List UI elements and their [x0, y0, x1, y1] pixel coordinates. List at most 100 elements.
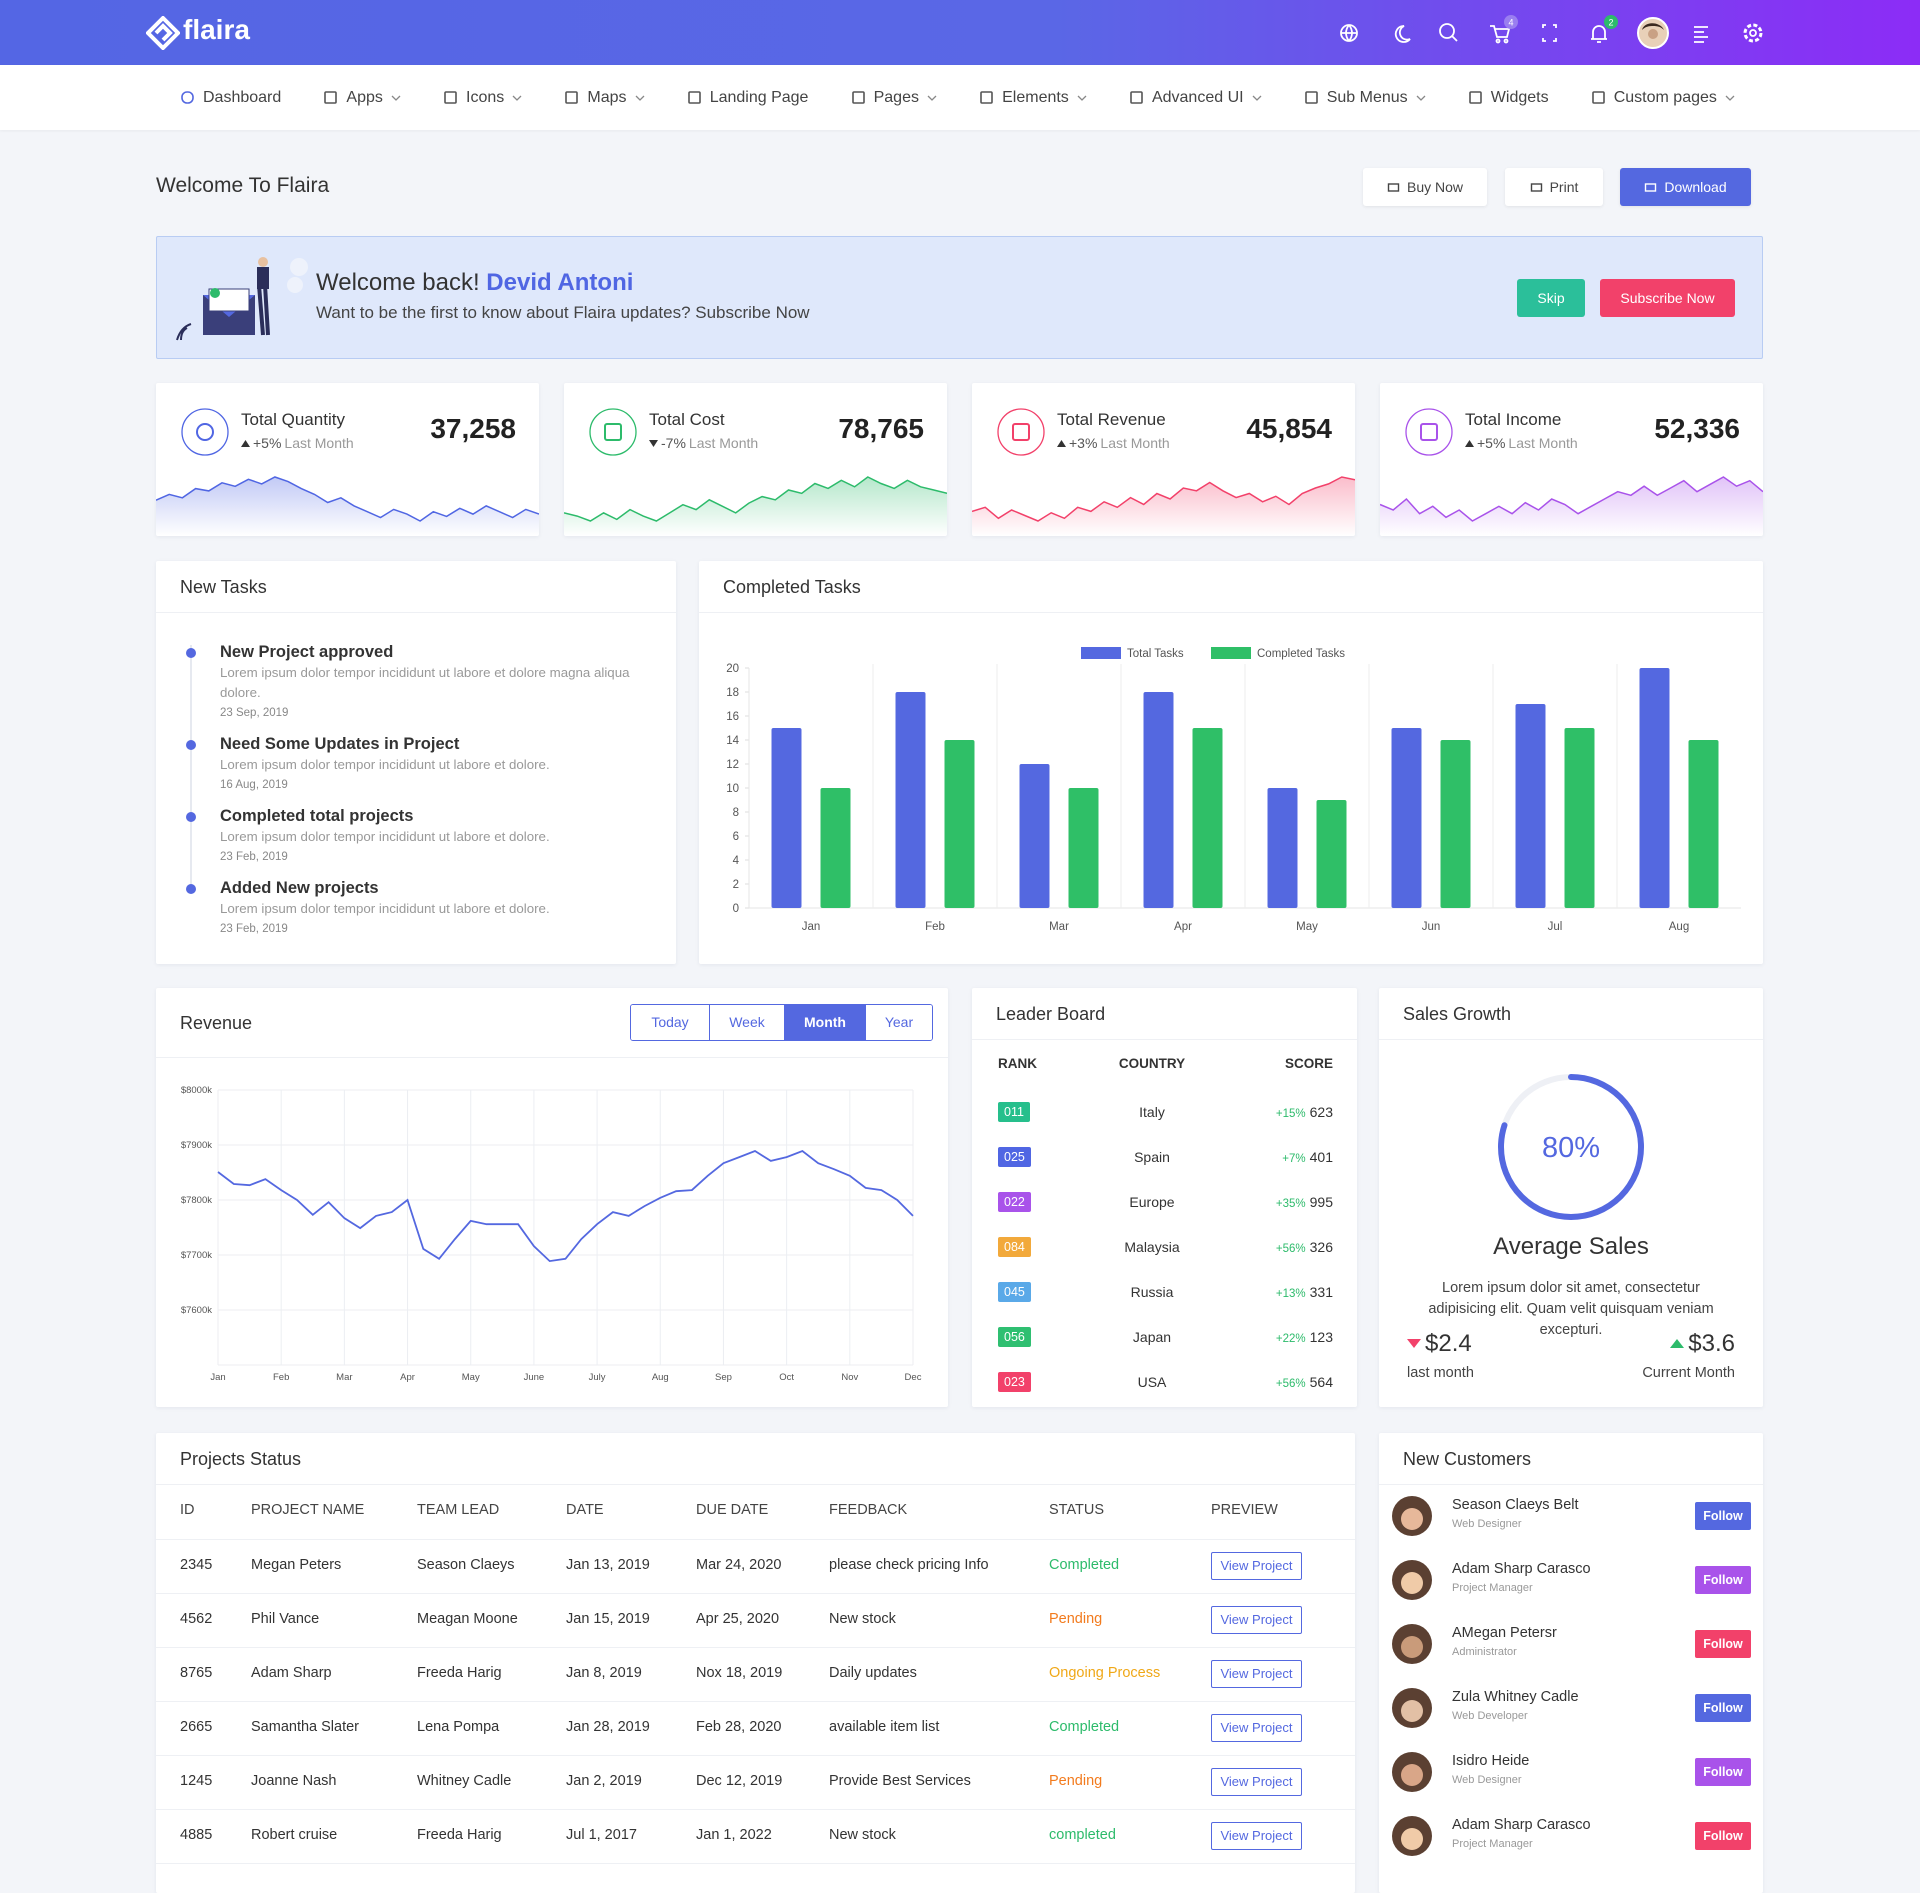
nav-label: Icons	[466, 88, 505, 106]
score-value: 326	[1309, 1239, 1333, 1255]
task-text: Lorem ipsum dolor tempor incididunt ut l…	[220, 901, 550, 916]
country: Russia	[1130, 1284, 1174, 1300]
task-date: 23 Feb, 2019	[220, 923, 288, 935]
stat-card: Total Cost -7% Last Month 78,765	[564, 383, 947, 536]
card-title: New Tasks	[156, 561, 676, 613]
logo-text[interactable]: flaira	[183, 14, 250, 45]
chevron	[512, 95, 522, 101]
score-value: 401	[1309, 1149, 1333, 1165]
view-project-button[interactable]: View Project	[1211, 1552, 1302, 1580]
cell: Freeda Harig	[417, 1665, 502, 1681]
score: +13% 331	[1276, 1284, 1333, 1300]
nav-item[interactable]: Widgets	[1468, 89, 1549, 107]
nav-item[interactable]: Icons	[443, 89, 522, 107]
nav-item[interactable]: Custom pages	[1591, 89, 1735, 107]
fullscreen-icon[interactable]	[1542, 24, 1557, 42]
legend-swatch	[1081, 647, 1121, 659]
nav-item[interactable]: Apps	[323, 89, 401, 107]
chevron	[1252, 95, 1262, 101]
nav-item[interactable]: Pages	[851, 89, 937, 107]
stat-value: 37,258	[430, 413, 516, 444]
subscribe-button[interactable]: Subscribe Now	[1600, 279, 1735, 317]
status: Pending	[1049, 1611, 1103, 1627]
tab[interactable]: Month	[784, 1005, 865, 1040]
score: +15% 623	[1276, 1104, 1333, 1120]
follow-button[interactable]: Follow	[1695, 1694, 1751, 1722]
action-button[interactable]: Print	[1505, 168, 1603, 206]
view-project-button[interactable]: View Project	[1211, 1660, 1302, 1688]
tab[interactable]: Year	[865, 1005, 932, 1040]
nav-item[interactable]: Advanced UI	[1129, 89, 1262, 107]
view-project-button[interactable]: View Project	[1211, 1822, 1302, 1850]
nav-item[interactable]: Maps	[564, 89, 645, 107]
bar	[1688, 740, 1719, 908]
x-tick-label: Aug	[1669, 921, 1689, 933]
nav-label: Custom pages	[1613, 88, 1717, 106]
nav-item[interactable]: Sub Menus	[1304, 89, 1426, 107]
customer-avatar	[1392, 1560, 1432, 1600]
task-date: 16 Aug, 2019	[220, 779, 288, 791]
follow-button[interactable]: Follow	[1695, 1502, 1751, 1530]
banner-greeting: Welcome back!	[316, 269, 480, 296]
y-tick-label: 12	[726, 759, 739, 771]
task-text: Lorem ipsum dolor tempor incididunt ut l…	[220, 665, 630, 700]
chevron	[635, 95, 645, 101]
nav-icon	[1468, 91, 1482, 104]
theme-icon[interactable]	[1394, 25, 1411, 43]
button-icon	[1387, 182, 1400, 192]
tab[interactable]: Today	[631, 1005, 709, 1040]
nav-item[interactable]: Elements	[979, 89, 1087, 107]
nav-icon	[687, 91, 701, 104]
cell: Apr 25, 2020	[696, 1611, 780, 1627]
ring-progress	[1498, 1074, 1644, 1220]
follow-button[interactable]: Follow	[1695, 1566, 1751, 1594]
search-icon[interactable]	[1439, 23, 1455, 39]
customer-name: AMegan Petersr	[1452, 1625, 1557, 1641]
score-value: 123	[1309, 1329, 1333, 1345]
stat-card: Total Quantity +5% Last Month 37,258	[156, 383, 539, 536]
stat-value: 52,336	[1654, 413, 1740, 444]
chevron-shape	[512, 95, 522, 101]
arrow-shape	[241, 439, 250, 447]
customers-card: New Customers Season Claeys Belt Web Desi…	[1379, 1433, 1763, 1893]
cart-icon[interactable]	[1490, 25, 1511, 38]
score-change: +22%	[1275, 1333, 1306, 1345]
stat-title: Total Cost	[649, 410, 725, 429]
customer-name: Season Claeys Belt	[1452, 1497, 1579, 1513]
stat-title: Total Income	[1465, 410, 1562, 429]
follow-button[interactable]: Follow	[1695, 1758, 1751, 1786]
column-header: TEAM LEAD	[417, 1502, 500, 1518]
settings-icon[interactable]	[1743, 23, 1763, 43]
icon-glyph	[1420, 423, 1438, 441]
follow-button[interactable]: Follow	[1695, 1822, 1751, 1850]
skip-button[interactable]: Skip	[1517, 279, 1585, 317]
change-period: Last Month	[1100, 435, 1170, 451]
x-tick-label: Jan	[210, 1372, 225, 1383]
score-value: 331	[1309, 1284, 1333, 1300]
view-project-button[interactable]: View Project	[1211, 1606, 1302, 1634]
cell: Freeda Harig	[417, 1827, 502, 1843]
tab[interactable]: Week	[709, 1005, 784, 1040]
nav-item[interactable]: Dashboard	[180, 89, 281, 107]
card-title: Leader Board	[972, 988, 1357, 1040]
score: +7% 401	[1282, 1149, 1333, 1165]
stat-icon	[181, 408, 229, 456]
nav-item[interactable]: Landing Page	[687, 89, 808, 107]
chevron-shape	[927, 95, 937, 101]
menu-icon[interactable]	[1694, 26, 1708, 43]
customer-avatar	[1392, 1624, 1432, 1664]
view-project-button[interactable]: View Project	[1211, 1768, 1302, 1796]
stat-title: Total Revenue	[1057, 410, 1166, 429]
bell-icon[interactable]	[1591, 25, 1607, 43]
score: +56% 326	[1276, 1239, 1333, 1255]
cell: Whitney Cadle	[417, 1773, 512, 1789]
follow-button[interactable]: Follow	[1695, 1630, 1751, 1658]
cell: available item list	[829, 1719, 940, 1735]
action-button[interactable]: Buy Now	[1363, 168, 1487, 206]
x-tick-label: Mar	[336, 1372, 352, 1383]
score: +56% 564	[1276, 1374, 1333, 1390]
action-button[interactable]: Download	[1620, 168, 1751, 206]
country: Malaysia	[1124, 1239, 1180, 1255]
view-project-button[interactable]: View Project	[1211, 1714, 1302, 1742]
header: flaira 4 2	[0, 0, 1920, 65]
